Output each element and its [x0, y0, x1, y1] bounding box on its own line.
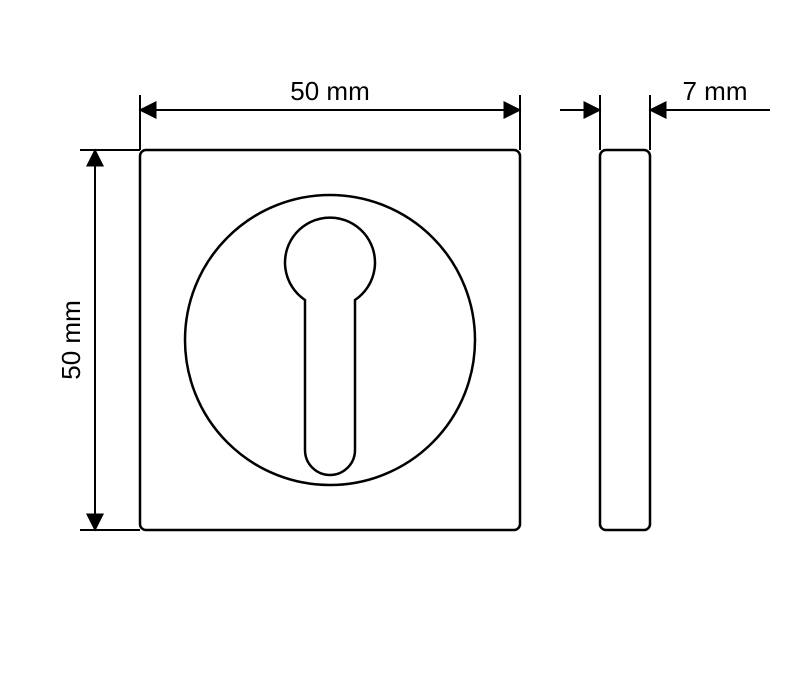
dimension-width-top: 50 mm	[140, 76, 520, 150]
keyhole-icon	[285, 218, 375, 475]
dimension-width-label: 50 mm	[290, 76, 369, 106]
escutcheon-side	[600, 150, 650, 530]
side-view	[600, 150, 650, 530]
escutcheon-square	[140, 150, 520, 530]
dimension-height-label: 50 mm	[56, 300, 86, 379]
dimension-depth-label: 7 mm	[683, 76, 748, 106]
dimension-depth-top: 7 mm	[560, 76, 770, 150]
front-view	[140, 150, 520, 530]
dimension-height-left: 50 mm	[56, 150, 140, 530]
escutcheon-circle	[185, 195, 475, 485]
